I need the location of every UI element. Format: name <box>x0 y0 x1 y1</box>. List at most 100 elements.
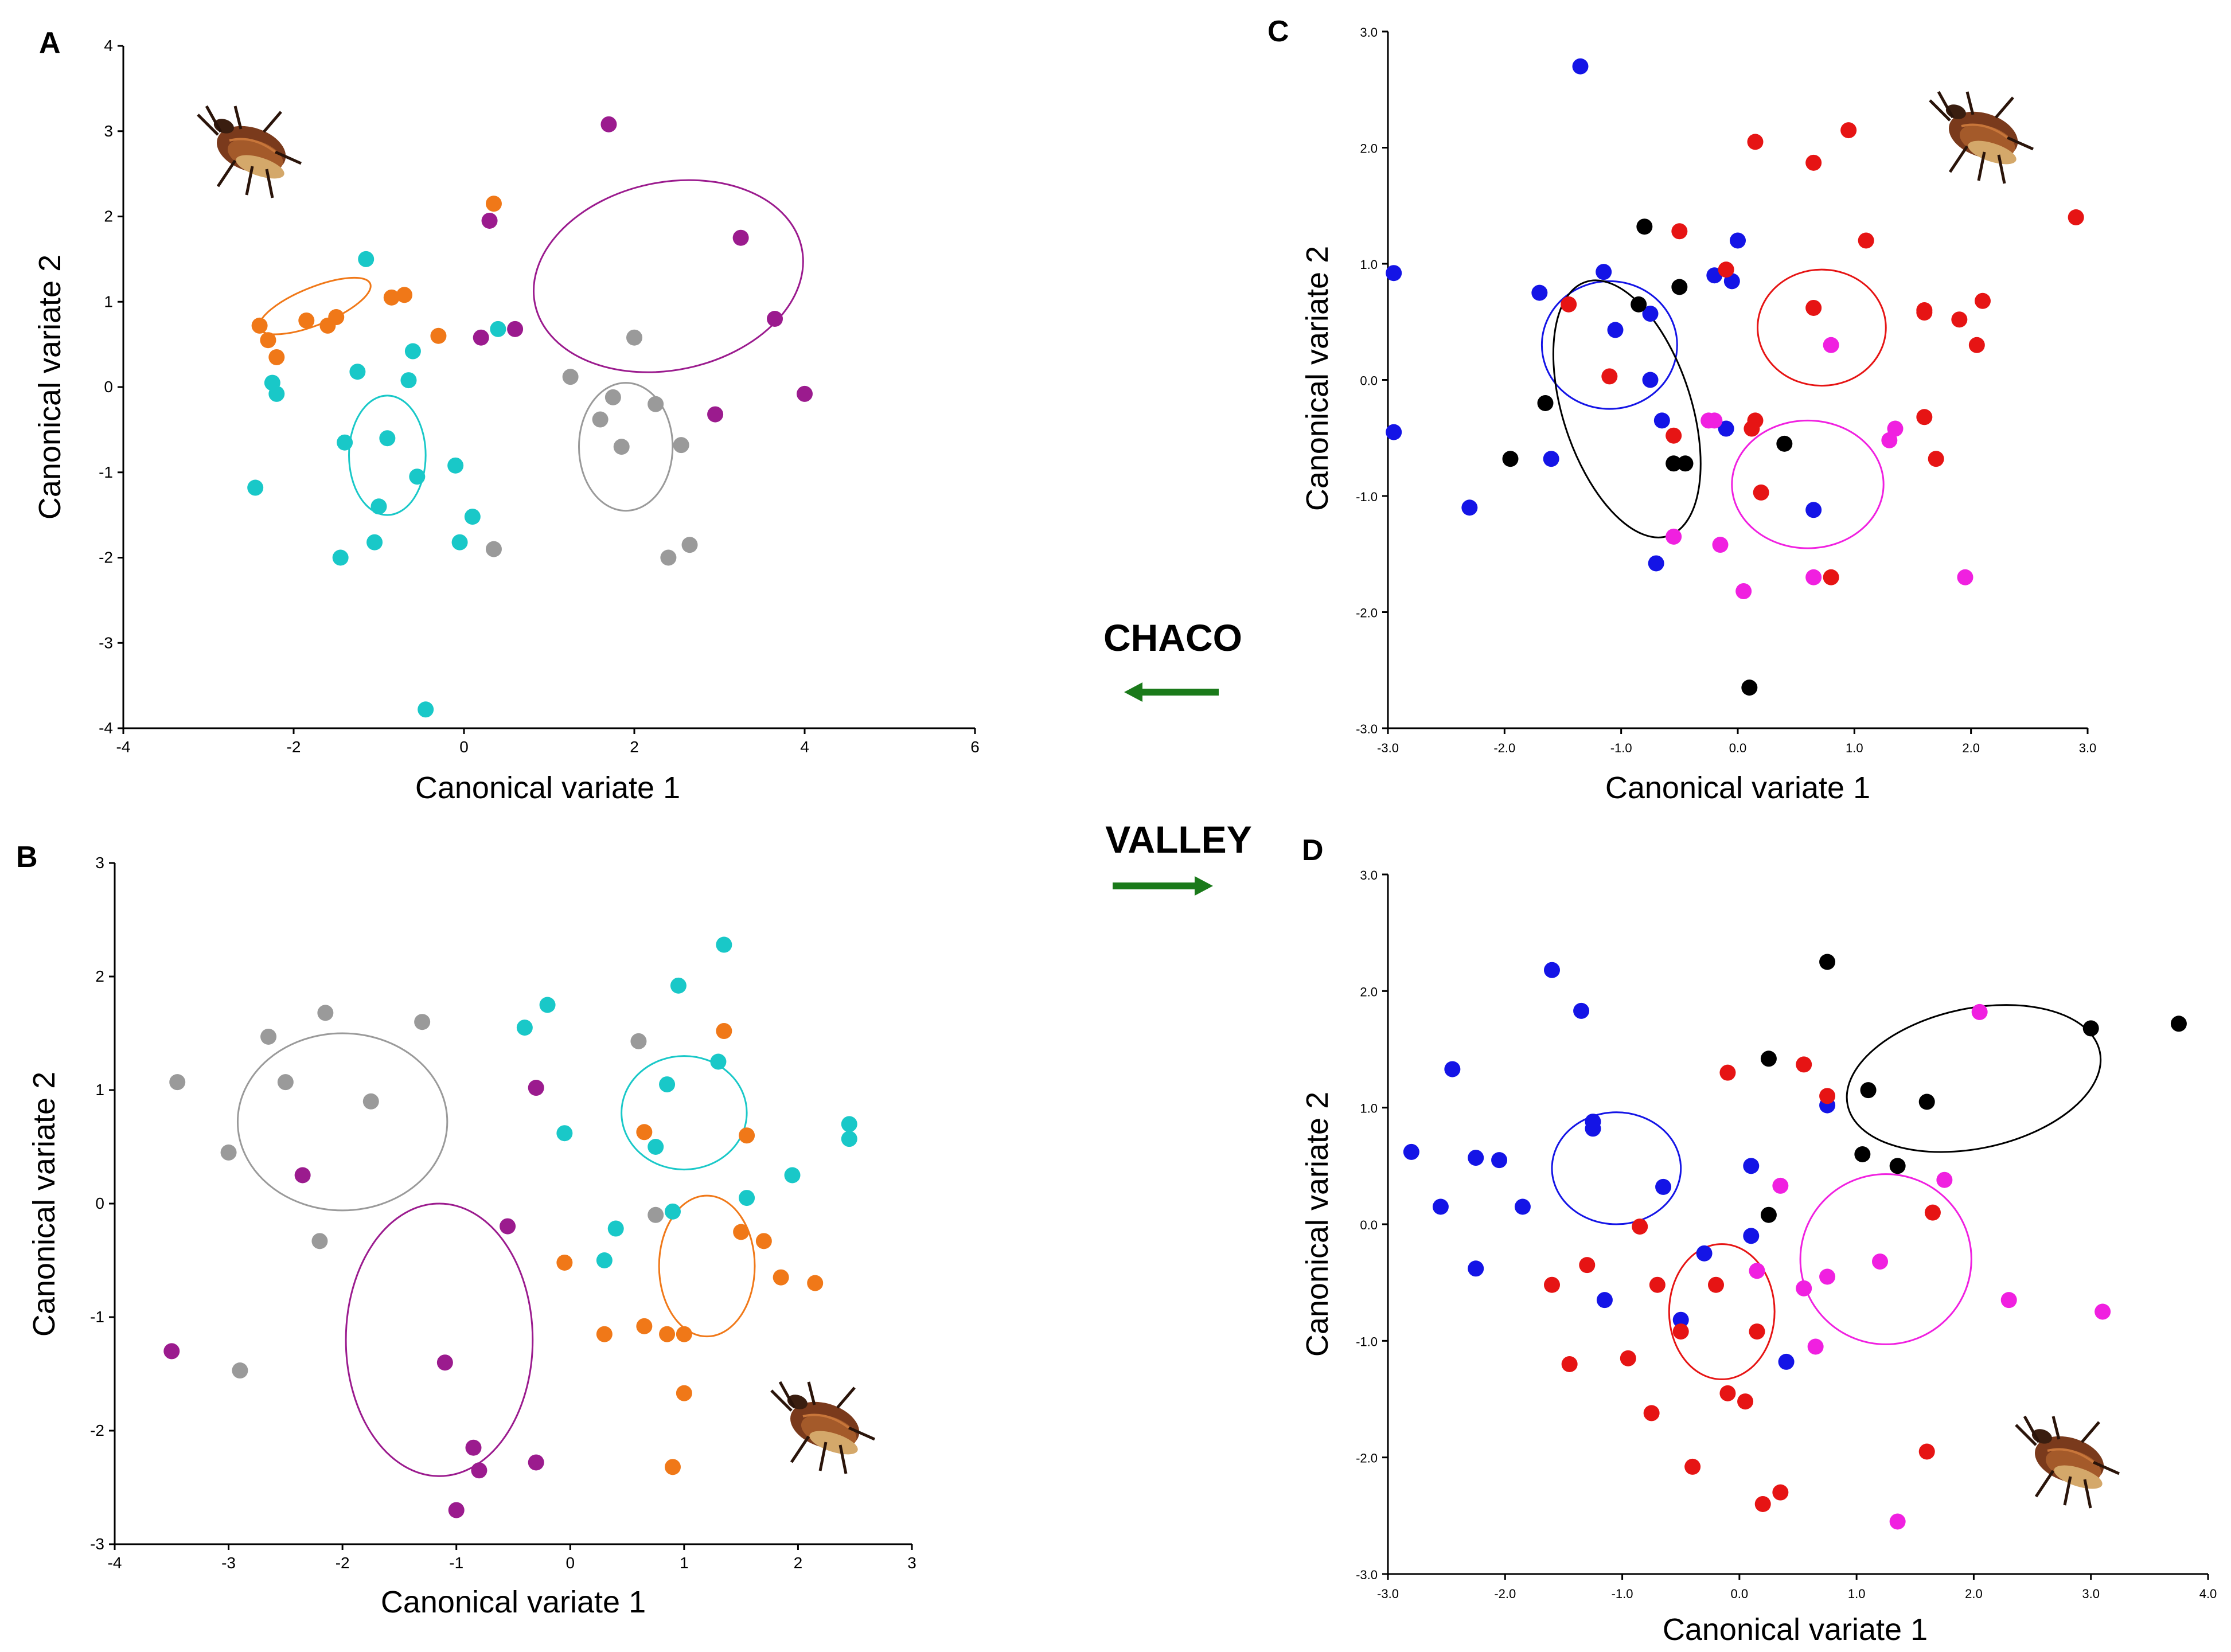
confidence-ellipse-red <box>1757 268 1887 387</box>
data-point-magenta <box>1881 432 1898 448</box>
confidence-ellipse-purple <box>345 1202 534 1477</box>
left-arrow-icon <box>1124 682 1219 702</box>
data-point-blue <box>1573 1002 1590 1019</box>
x-tick-label: 2.0 <box>1962 741 1980 755</box>
data-point-red <box>1928 451 1944 467</box>
data-point-cyan <box>447 457 464 474</box>
data-point-orange <box>596 1326 613 1342</box>
panel-letter-c: C <box>1267 15 1289 48</box>
data-point-blue <box>1544 962 1560 978</box>
data-point-red <box>1719 1385 1736 1401</box>
panel-letter-b: B <box>16 841 38 874</box>
data-point-cyan <box>464 509 481 525</box>
data-point-cyan <box>349 364 366 380</box>
data-point-magenta <box>1889 1513 1906 1530</box>
data-point-purple <box>767 311 783 327</box>
data-point-blue <box>1403 1143 1419 1160</box>
panel-letter-d: D <box>1302 834 1324 867</box>
data-point-magenta <box>1872 1253 1888 1270</box>
y-tick-label: 0 <box>95 1194 104 1212</box>
data-point-blue <box>1648 555 1664 572</box>
data-point-orange <box>268 349 285 365</box>
data-point-purple <box>473 329 489 346</box>
y-tick-label: -4 <box>99 719 113 737</box>
y-tick-label: -3 <box>90 1535 104 1553</box>
y-tick-label: -1.0 <box>1356 1334 1378 1349</box>
ticks-d: -3.0 -2.0 -1.0 0.0 1.0 2.0 3.0 4.0 -3.0 -2.0 -1.0 0… <box>1356 868 2217 1601</box>
data-point-blue <box>1730 232 1746 249</box>
data-point-magenta <box>1749 1263 1765 1279</box>
confidence-ellipse-magenta <box>1731 419 1885 549</box>
data-point-gray <box>648 396 664 412</box>
data-point-magenta <box>1666 528 1682 545</box>
x-tick-label: 1.0 <box>1846 741 1863 755</box>
data-point-red <box>1671 223 1688 240</box>
data-point-red <box>1805 154 1822 171</box>
data-point-orange <box>251 317 268 334</box>
marks-d <box>1403 954 2187 1530</box>
data-point-cyan <box>648 1139 664 1155</box>
data-point-blue <box>1653 412 1670 429</box>
x-axis-label-b: Canonical variate 1 <box>381 1585 646 1619</box>
data-point-orange <box>260 332 276 349</box>
triatomine-bug-icon <box>198 106 301 198</box>
data-point-blue <box>1607 322 1624 338</box>
data-point-red <box>1975 292 1991 309</box>
panel-letter-a: A <box>39 26 61 60</box>
data-point-red <box>1796 1056 1812 1073</box>
data-point-blue <box>1432 1198 1449 1215</box>
data-point-black <box>1819 954 1836 970</box>
data-point-blue <box>1743 1228 1760 1244</box>
data-point-gray <box>260 1028 277 1045</box>
data-point-blue <box>1531 284 1548 301</box>
triatomine-bug-icon <box>2016 1416 2119 1508</box>
data-point-black <box>1677 455 1694 472</box>
x-tick-label: -4 <box>108 1554 122 1572</box>
data-point-purple <box>528 1080 544 1096</box>
data-point-orange <box>665 1459 681 1475</box>
data-point-blue <box>1491 1152 1508 1169</box>
y-tick-label: 1.0 <box>1360 1102 1378 1116</box>
data-point-cyan <box>710 1053 727 1070</box>
data-point-orange <box>676 1326 692 1342</box>
y-tick-label: -2 <box>90 1421 104 1439</box>
data-point-cyan <box>404 343 421 360</box>
data-point-red <box>1749 1323 1765 1340</box>
data-point-orange <box>485 196 502 212</box>
data-point-blue <box>1778 1353 1795 1370</box>
marks-c <box>1386 58 2084 696</box>
data-point-orange <box>739 1127 755 1144</box>
data-point-gray <box>317 1005 334 1021</box>
y-tick-label: -3.0 <box>1356 722 1378 736</box>
confidence-ellipse-orange <box>658 1194 756 1338</box>
data-point-orange <box>430 327 447 344</box>
confidence-ellipse-blue <box>1540 280 1678 410</box>
data-point-cyan <box>400 372 417 389</box>
x-tick-label: 3 <box>907 1554 916 1572</box>
data-point-orange <box>807 1275 824 1291</box>
marks-b <box>163 936 857 1518</box>
data-point-magenta <box>2095 1303 2111 1320</box>
data-point-cyan <box>841 1116 857 1132</box>
data-point-black <box>1636 218 1653 235</box>
data-point-cyan <box>596 1252 613 1268</box>
data-point-cyan <box>607 1220 624 1237</box>
data-point-cyan <box>247 479 264 496</box>
data-point-purple <box>163 1343 180 1360</box>
data-point-purple <box>732 229 749 246</box>
data-point-red <box>2068 209 2084 225</box>
confidence-ellipse-cyan <box>621 1055 748 1171</box>
data-point-red <box>1916 409 1933 425</box>
data-point-cyan <box>490 321 506 337</box>
data-point-gray <box>169 1074 186 1091</box>
data-point-magenta <box>2000 1292 2017 1309</box>
data-point-magenta <box>1957 569 1973 585</box>
data-point-cyan <box>418 701 434 718</box>
x-tick-label: 3.0 <box>2082 1587 2100 1601</box>
y-tick-label: 2.0 <box>1360 142 1378 156</box>
x-tick-label: -3.0 <box>1377 741 1399 755</box>
data-point-cyan <box>665 1203 681 1220</box>
data-point-magenta <box>1819 1268 1836 1285</box>
data-point-black <box>1889 1158 1906 1174</box>
confidence-ellipse-black <box>1846 1004 2102 1153</box>
